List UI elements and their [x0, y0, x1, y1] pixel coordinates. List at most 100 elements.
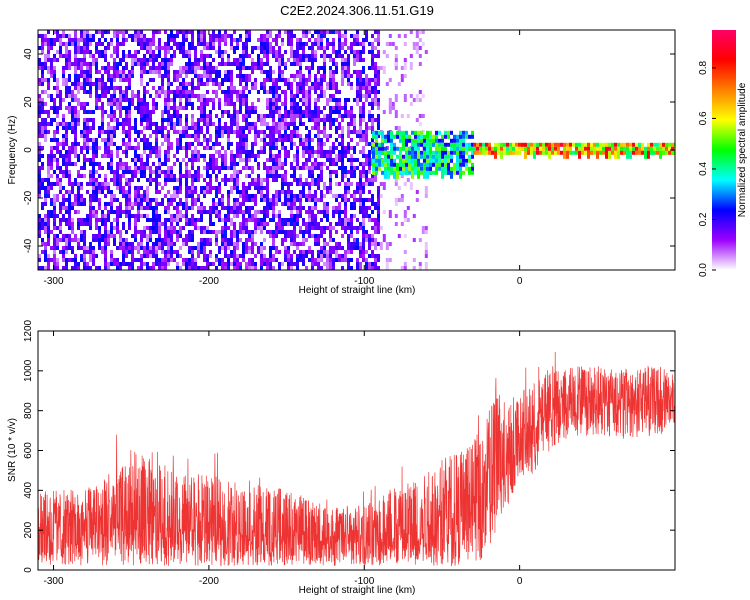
heatmap-cell — [122, 174, 125, 178]
heatmap-cell — [98, 218, 101, 222]
heatmap-cell — [41, 42, 44, 46]
heatmap-cell — [47, 38, 50, 46]
heatmap-cell — [344, 170, 347, 174]
heatmap-cell — [71, 222, 74, 230]
heatmap-cell — [374, 74, 377, 78]
heatmap-cell — [206, 230, 209, 234]
heatmap-cell — [403, 34, 407, 38]
heatmap-cell — [206, 126, 209, 134]
heatmap-cell — [356, 262, 359, 270]
heatmap-cell — [266, 50, 269, 54]
heatmap-cell — [521, 146, 524, 151]
heatmap-cell — [462, 134, 465, 139]
heatmap-cell — [194, 74, 197, 78]
heatmap-cell — [371, 266, 374, 270]
heatmap-cell — [170, 98, 173, 102]
heatmap-cell — [362, 106, 365, 110]
heatmap-cell — [188, 54, 191, 58]
heatmap-cell — [137, 58, 140, 62]
heatmap-cell — [320, 78, 323, 86]
heatmap-cell — [444, 130, 447, 135]
heatmap-cell — [38, 194, 41, 198]
heatmap-cell — [356, 42, 359, 46]
heatmap-cell — [314, 114, 317, 118]
heatmap-cell — [206, 238, 209, 246]
heatmap-cell — [158, 74, 161, 78]
heatmap-cell — [227, 190, 230, 194]
heatmap-cell — [248, 106, 251, 110]
heatmap-cell — [444, 162, 447, 167]
heatmap-cell — [107, 122, 110, 126]
heatmap-cell — [152, 30, 155, 34]
heatmap-cell — [272, 122, 275, 126]
heatmap-cell — [227, 86, 230, 90]
heatmap-cell — [221, 50, 224, 54]
heatmap-cell — [397, 198, 401, 202]
heatmap-cell — [179, 98, 182, 102]
heatmap-cell — [388, 210, 392, 218]
heatmap-cell — [503, 150, 506, 155]
heatmap-cell — [257, 66, 260, 70]
heatmap-cell — [140, 170, 143, 178]
heatmap-cell — [209, 254, 212, 258]
heatmap-cell — [125, 74, 128, 78]
heatmap-cell — [152, 150, 155, 154]
heatmap-cell — [296, 130, 299, 134]
heatmap-cell — [167, 238, 170, 246]
heatmap-cell — [74, 234, 77, 242]
heatmap-cell — [293, 106, 296, 110]
heatmap-cell — [188, 222, 191, 226]
heatmap-cell — [317, 162, 320, 170]
heatmap-cell — [377, 206, 380, 210]
heatmap-cell — [128, 50, 131, 54]
heatmap-cell — [146, 254, 149, 258]
heatmap-cell — [179, 142, 182, 146]
heatmap-cell — [92, 34, 95, 42]
heatmap-cell — [329, 146, 332, 150]
heatmap-cell — [215, 50, 218, 54]
heatmap-cell — [203, 74, 206, 78]
heatmap-cell — [236, 242, 239, 246]
heatmap-cell — [248, 258, 251, 262]
heatmap-cell — [314, 178, 317, 182]
heatmap-cell — [122, 246, 125, 250]
heatmap-cell — [68, 146, 71, 150]
heatmap-cell — [242, 66, 245, 70]
heatmap-cell — [257, 246, 260, 250]
heatmap-cell — [403, 62, 407, 70]
heatmap-cell — [293, 62, 296, 66]
heatmap-cell — [89, 138, 92, 142]
heatmap-cell — [80, 166, 83, 170]
heatmap-cell — [50, 158, 53, 162]
heatmap-cell — [278, 106, 281, 110]
heatmap-cell — [515, 142, 518, 147]
heatmap-cell — [131, 158, 134, 162]
heatmap-cell — [323, 118, 326, 122]
heatmap-cell — [50, 202, 53, 206]
heatmap-cell — [377, 194, 380, 198]
heatmap-cell — [278, 122, 281, 130]
heatmap-cell — [296, 234, 299, 238]
heatmap-cell — [432, 134, 435, 139]
heatmap-cell — [251, 146, 254, 150]
heatmap-cell — [299, 230, 302, 234]
heatmap-cell — [347, 66, 350, 74]
heatmap-cell — [155, 130, 158, 134]
heatmap-cell — [185, 86, 188, 90]
heatmap-cell — [476, 146, 479, 151]
heatmap-cell — [215, 70, 218, 78]
heatmap-cell — [233, 246, 236, 250]
heatmap-cell — [203, 190, 206, 194]
heatmap-cell — [188, 58, 191, 66]
heatmap-cell — [379, 182, 383, 186]
heatmap-cell — [314, 198, 317, 202]
heatmap-cell — [488, 146, 491, 151]
heatmap-cell — [152, 86, 155, 90]
heatmap-cell — [203, 122, 206, 126]
heatmap-cell — [110, 102, 113, 106]
heatmap-cell — [158, 86, 161, 90]
heatmap-cell — [536, 150, 539, 155]
heatmap-cell — [230, 46, 233, 50]
heatmap-cell — [375, 138, 378, 143]
heatmap-cell — [113, 110, 116, 114]
